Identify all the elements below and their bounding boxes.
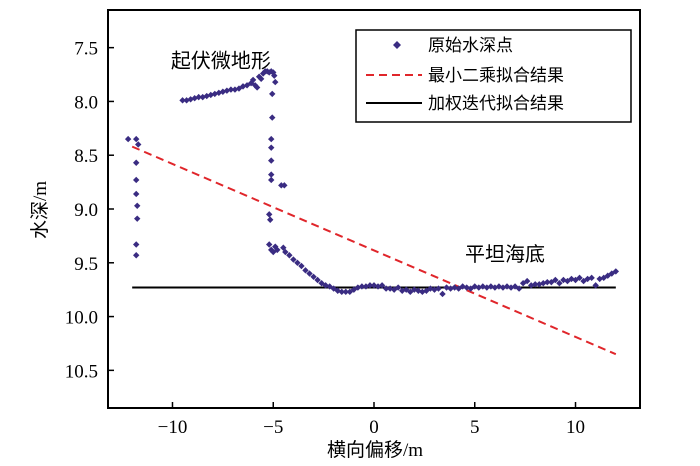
- raw-depth-point: [564, 277, 571, 285]
- y-tick-label: 9.5: [74, 254, 98, 275]
- raw-depth-point: [268, 176, 275, 184]
- raw-depth-point: [267, 216, 274, 223]
- raw-depth-point: [195, 93, 202, 101]
- raw-depth-point: [342, 288, 349, 296]
- raw-depth-point: [282, 248, 289, 256]
- raw-depth-point: [268, 246, 275, 254]
- raw-depth-point: [556, 280, 563, 287]
- raw-depth-point: [133, 241, 140, 248]
- raw-depth-point: [596, 275, 603, 283]
- raw-depth-point: [179, 97, 186, 104]
- raw-depth-point: [580, 277, 587, 285]
- x-tick-label: 10: [566, 417, 585, 438]
- y-tick-label: 10.0: [65, 308, 98, 329]
- raw-depth-point: [268, 157, 275, 164]
- raw-depth-point: [592, 282, 599, 289]
- raw-depth-point: [272, 243, 279, 250]
- raw-depth-point: [366, 282, 374, 289]
- annotation-flat-seabed: 平坦海底: [465, 243, 545, 266]
- raw-depth-point: [338, 288, 345, 296]
- x-tick-label: 5: [470, 417, 480, 438]
- raw-depth-point: [268, 135, 275, 143]
- raw-depth-point: [259, 70, 267, 77]
- raw-depth-point: [382, 285, 390, 292]
- raw-depth-point: [544, 278, 551, 286]
- raw-depth-point: [532, 281, 539, 288]
- raw-depth-point: [249, 76, 257, 84]
- raw-depth-point: [290, 256, 297, 263]
- y-tick-label: 8.5: [74, 146, 98, 167]
- raw-depth-point: [133, 176, 140, 184]
- x-axis-label: 横向偏移/m: [327, 439, 423, 461]
- raw-depth-point: [281, 182, 288, 189]
- raw-depth-point: [560, 276, 567, 284]
- raw-depth-point: [133, 135, 140, 143]
- raw-depth-point: [306, 270, 313, 277]
- annotation-rough-terrain: 起伏微地形: [171, 50, 271, 73]
- raw-depth-point: [133, 252, 140, 259]
- raw-depth-point: [269, 114, 276, 121]
- raw-depth-point: [268, 171, 275, 178]
- raw-depth-point: [134, 202, 141, 209]
- raw-depth-point: [183, 97, 190, 104]
- y-tick-label: 9.0: [74, 200, 98, 221]
- x-tick-label: 0: [369, 417, 379, 438]
- raw-depth-point: [439, 290, 446, 298]
- raw-depth-point: [552, 276, 559, 284]
- raw-depth-point: [378, 282, 386, 289]
- raw-depth-point: [253, 84, 261, 91]
- raw-depth-point: [274, 246, 281, 254]
- legend-label-least-squares: 最小二乘拟合结果: [428, 66, 564, 85]
- raw-depth-point: [266, 211, 273, 218]
- raw-depth-point: [227, 86, 235, 93]
- raw-depth-point: [515, 285, 523, 292]
- raw-depth-point: [268, 144, 275, 151]
- raw-depth-point: [523, 277, 531, 285]
- raw-depth-point: [133, 190, 140, 198]
- raw-depth-point: [548, 278, 555, 286]
- legend-label-raw-points: 原始水深点: [428, 36, 513, 55]
- raw-depth-point: [358, 283, 366, 290]
- raw-depth-point: [310, 273, 317, 280]
- raw-depth-point: [540, 280, 547, 287]
- raw-depth-point: [124, 135, 132, 143]
- legend-box: [355, 29, 632, 123]
- raw-depth-point: [302, 267, 309, 274]
- raw-depth-point: [271, 72, 278, 79]
- raw-depth-point: [134, 215, 141, 222]
- raw-depth-point: [527, 282, 535, 289]
- legend: 原始水深点 最小二乘拟合结果 加权迭代拟合结果: [355, 29, 632, 123]
- raw-depth-point: [507, 284, 515, 291]
- raw-depth-point: [576, 274, 583, 282]
- raw-depth-point: [272, 78, 279, 86]
- y-tick-label: 8.0: [74, 92, 98, 113]
- legend-label-weighted-iterative: 加权迭代拟合结果: [428, 94, 564, 113]
- raw-depth-point: [588, 274, 595, 282]
- raw-depth-point: [135, 141, 142, 148]
- y-axis-label: 水深/m: [29, 181, 51, 239]
- raw-depth-point: [257, 75, 265, 83]
- legend-marker-raw-points: [393, 41, 401, 49]
- raw-depth-point: [435, 285, 442, 292]
- raw-depth-point: [294, 259, 301, 266]
- y-tick-label: 7.5: [74, 39, 98, 60]
- raw-depth-point: [298, 262, 305, 270]
- y-tick-label: 10.5: [65, 361, 98, 382]
- raw-depth-point: [511, 283, 519, 290]
- least-squares-fit-line: [131, 145, 617, 356]
- raw-depth-point: [394, 284, 402, 291]
- raw-depth-point: [266, 241, 273, 248]
- raw-depth-point: [286, 252, 293, 259]
- raw-depth-point: [269, 90, 276, 98]
- raw-depth-point: [187, 96, 194, 103]
- x-tick-label: −5: [263, 417, 283, 438]
- raw-depth-point: [612, 268, 620, 275]
- raw-depth-point: [133, 159, 140, 166]
- x-tick-label: −10: [158, 417, 188, 438]
- raw-depth-point: [314, 276, 321, 284]
